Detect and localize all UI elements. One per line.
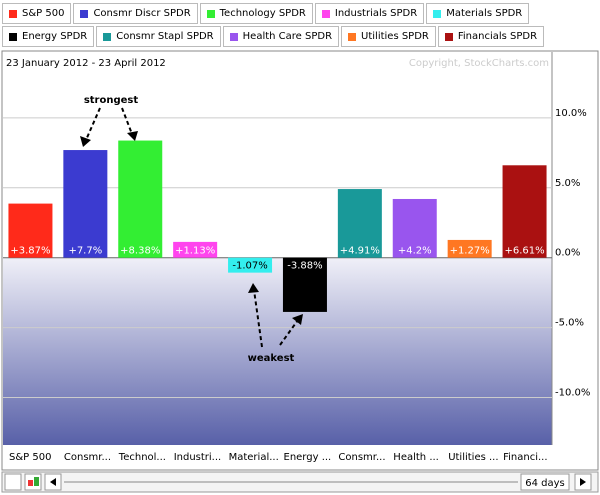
value-label: -3.88% <box>287 261 322 272</box>
legend-label: Health Care SPDR <box>242 31 333 42</box>
bar <box>502 165 547 258</box>
period: 64 days <box>525 478 565 489</box>
y-tick-label: 10.0% <box>555 108 587 119</box>
arrow-icon <box>580 478 586 486</box>
legend-label: Financials SPDR <box>457 31 538 42</box>
legend-swatch <box>9 32 17 41</box>
negative-zone <box>3 257 552 445</box>
legend-swatch <box>206 9 215 18</box>
legend-label: S&P 500 <box>22 8 65 19</box>
y-tick-label: -10.0% <box>555 387 590 398</box>
y-tick-label: -5.0% <box>555 318 584 329</box>
legend-swatch <box>103 32 112 41</box>
bar-icon-part <box>28 480 33 486</box>
legend: S&P 500 Consmr Discr SPDR Technology SPDR I… <box>2 3 598 47</box>
plot-area: 10.0% 5.0% 0.0% -5.0% -10.0% S&P 500 +3.87% Con… <box>3 52 590 463</box>
legend-item[interactable]: Financials SPDR <box>437 26 545 47</box>
annotation: weakest <box>248 353 295 364</box>
legend-swatch <box>9 9 17 18</box>
arrows <box>85 107 299 348</box>
legend-item[interactable]: Utilities SPDR <box>341 26 436 47</box>
value-label: +8.38% <box>120 246 160 257</box>
value-label: +1.13% <box>175 246 215 257</box>
x-tick-label: Energy ... <box>284 452 332 463</box>
value-label: +1.27% <box>450 246 490 257</box>
legend-item[interactable]: Technology SPDR <box>199 3 313 24</box>
x-tick-label: Health ... <box>393 452 439 463</box>
x-tick-label: S&P 500 <box>9 452 51 463</box>
legend-item[interactable]: Energy SPDR <box>2 26 95 47</box>
legend-label: Consmr Stapl SPDR <box>116 31 214 42</box>
x-tick-label: Financi... <box>503 452 547 463</box>
bar-icon-part <box>34 477 39 486</box>
x-tick-label: Consmr... <box>64 452 111 463</box>
bar <box>282 257 327 312</box>
arrow-icon <box>50 478 56 486</box>
legend-item[interactable]: Consmr Discr SPDR <box>73 3 198 24</box>
bar <box>63 150 108 258</box>
legend-item[interactable]: Health Care SPDR <box>222 26 340 47</box>
bar <box>173 241 218 258</box>
bar <box>447 239 492 258</box>
y-tick-label: 5.0% <box>555 178 580 189</box>
bar <box>118 140 163 258</box>
frame <box>1 50 599 471</box>
legend-label: Technology SPDR <box>219 8 306 19</box>
legend-label: Consmr Discr SPDR <box>93 8 191 19</box>
legend-label: Materials SPDR <box>446 8 523 19</box>
legend-label: Energy SPDR <box>22 31 88 42</box>
value-label: +6.61% <box>504 246 544 257</box>
legend-item[interactable]: Consmr Stapl SPDR <box>96 26 221 47</box>
bar <box>392 198 437 258</box>
legend-swatch <box>444 32 453 41</box>
bar <box>228 257 273 273</box>
bar <box>337 189 382 258</box>
value-label: -1.07% <box>232 261 267 272</box>
arrowheads <box>80 131 303 325</box>
legend-swatch <box>348 32 357 41</box>
y-tick-label: 0.0% <box>555 248 580 259</box>
legend-item[interactable]: Materials SPDR <box>426 3 530 24</box>
line-icon[interactable] <box>4 473 22 491</box>
value-label: +7.7% <box>68 246 102 257</box>
credit: Copyright, StockCharts.com <box>409 58 549 69</box>
value-label: +4.91% <box>340 246 380 257</box>
legend-label: Industrials SPDR <box>334 8 418 19</box>
x-tick-label: Technol... <box>118 452 166 463</box>
value-label: +4.2% <box>398 246 432 257</box>
subtitle: 23 January 2012 - 23 April 2012 <box>6 58 166 69</box>
x-tick-label: Utilities ... <box>448 452 498 463</box>
legend-swatch <box>321 9 330 18</box>
legend-item[interactable]: S&P 500 <box>2 3 72 24</box>
legend-label: Utilities SPDR <box>361 31 429 42</box>
legend-swatch <box>433 9 442 18</box>
period-box[interactable] <box>520 473 570 491</box>
x-tick-label: Industri... <box>174 452 222 463</box>
x-tick-label: Consmr... <box>338 452 385 463</box>
legend-swatch <box>229 32 238 41</box>
legend-item[interactable]: Industrials SPDR <box>314 3 425 24</box>
bar <box>8 203 53 258</box>
x-tick-label: Material... <box>229 452 279 463</box>
value-label: +3.87% <box>10 246 50 257</box>
legend-swatch <box>80 9 89 18</box>
annotation: strongest <box>84 95 139 106</box>
